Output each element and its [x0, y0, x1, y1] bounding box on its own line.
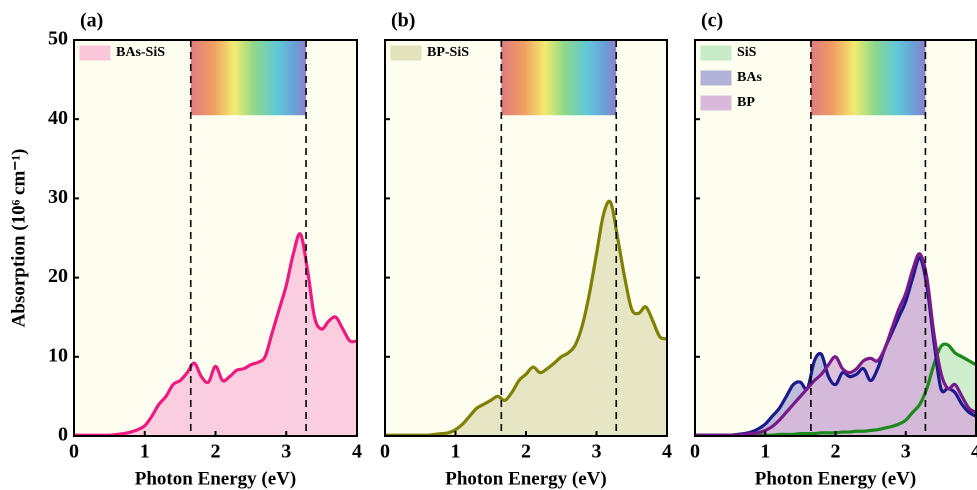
visible-band [810, 40, 926, 116]
x-tick-label: 4 [971, 441, 977, 463]
x-tick-label: 2 [211, 441, 221, 463]
x-axis-label: Photon Energy (eV) [445, 468, 606, 489]
legend-label: BAs-SiS [116, 45, 165, 60]
y-axis-label: Absorption (10⁶ cm⁻¹) [8, 149, 29, 328]
x-tick-label: 0 [690, 441, 700, 463]
legend-label: BP [737, 95, 755, 110]
legend-swatch [700, 70, 732, 86]
x-axis-label: Photon Energy (eV) [755, 468, 916, 489]
legend-swatch [79, 45, 111, 61]
area-fill [74, 233, 357, 436]
y-tick-label: 20 [48, 265, 68, 287]
x-tick-label: 3 [901, 441, 911, 463]
x-tick-label: 1 [760, 441, 770, 463]
series-line [695, 252, 977, 437]
y-tick-label: 30 [48, 186, 68, 208]
legend-swatch [390, 45, 422, 61]
legend-swatch [700, 95, 732, 111]
panel-label: (c) [701, 10, 723, 32]
panel-label: (a) [80, 10, 103, 32]
x-tick-label: 1 [451, 441, 461, 463]
x-tick-label: 0 [69, 441, 79, 463]
x-tick-label: 2 [521, 441, 531, 463]
x-tick-label: 4 [352, 441, 362, 463]
legend-label: BP-SiS [427, 45, 469, 60]
x-tick-label: 1 [140, 441, 150, 463]
legend-label: BAs [737, 70, 762, 85]
x-tick-label: 3 [281, 441, 291, 463]
legend-swatch [700, 45, 732, 61]
x-tick-label: 0 [380, 441, 390, 463]
x-axis-label: Photon Energy (eV) [135, 468, 296, 489]
x-tick-label: 4 [662, 441, 672, 463]
x-tick-label: 2 [831, 441, 841, 463]
panel-label: (b) [391, 10, 415, 32]
legend-label: SiS [737, 45, 757, 60]
y-tick-label: 10 [48, 344, 68, 366]
series-line [385, 199, 668, 437]
y-tick-label: 0 [58, 424, 68, 446]
visible-band [501, 40, 617, 116]
series-line [74, 232, 358, 437]
visible-band [190, 40, 307, 116]
y-tick-label: 40 [48, 107, 68, 129]
y-tick-label: 50 [48, 28, 68, 50]
x-tick-label: 3 [592, 441, 602, 463]
